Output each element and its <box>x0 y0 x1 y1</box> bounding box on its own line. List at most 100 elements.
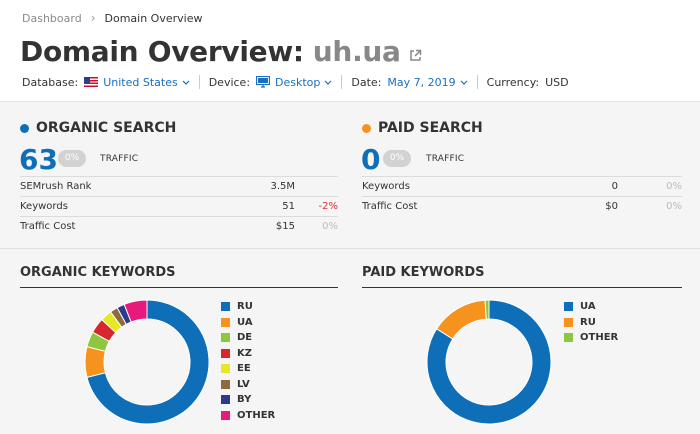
legend-label: UA <box>237 316 253 328</box>
legend-item-lv[interactable]: LV <box>221 377 275 393</box>
date-label: Date: <box>351 75 382 89</box>
breadcrumb: Dashboard › Domain Overview <box>22 11 202 25</box>
legend-swatch <box>564 302 573 312</box>
chevron-right-icon: › <box>90 11 96 25</box>
legend-item-other[interactable]: OTHER <box>564 330 618 346</box>
legend-swatch <box>221 302 230 312</box>
chevron-down-icon <box>460 80 468 85</box>
us-flag-icon <box>84 77 99 87</box>
legend-label: RU <box>580 316 596 328</box>
metric-change: 0% <box>666 201 682 212</box>
legend-item-ru[interactable]: RU <box>564 315 618 331</box>
paid-row-keywords: Keywords 0 0% <box>362 176 682 196</box>
breadcrumb-dashboard-link[interactable]: Dashboard <box>22 11 82 25</box>
metric-value[interactable]: 0 <box>611 181 618 192</box>
legend-swatch <box>221 379 230 389</box>
overview-panel: ORGANIC SEARCH 63 0% TRAFFIC SEMrush Ran… <box>0 101 700 434</box>
legend-label: OTHER <box>580 332 619 344</box>
currency-value: USD <box>545 75 569 89</box>
paid-row-traffic-cost: Traffic Cost $0 0% <box>362 196 682 216</box>
donut-slice-ua[interactable] <box>426 299 552 425</box>
paid-search-title: PAID SEARCH <box>378 120 483 136</box>
donut-slice-other[interactable] <box>123 299 148 323</box>
legend-label: KZ <box>237 347 252 359</box>
metric-change: 0% <box>322 221 338 232</box>
filter-divider <box>476 75 478 89</box>
paid-keywords-title: PAID KEYWORDS <box>362 265 485 280</box>
metric-name: Keywords <box>362 181 410 192</box>
organic-row-traffic-cost: Traffic Cost $15 0% <box>20 216 338 236</box>
legend-label: UA <box>580 301 596 313</box>
donut-slice-ru[interactable] <box>435 299 487 340</box>
organic-keywords-legend: RU UA DE KZ EE LV BY OTHER <box>221 299 275 423</box>
chevron-down-icon <box>182 80 190 85</box>
database-select[interactable]: United States <box>84 76 190 89</box>
section-divider <box>0 248 700 249</box>
paid-traffic-label: TRAFFIC <box>426 154 465 164</box>
chevron-down-icon <box>324 80 332 85</box>
legend-item-other[interactable]: OTHER <box>221 408 275 424</box>
legend-swatch <box>221 348 230 358</box>
legend-item-by[interactable]: BY <box>221 392 275 408</box>
date-select[interactable]: May 7, 2019 <box>387 75 468 89</box>
organic-traffic-label: TRAFFIC <box>100 154 139 164</box>
donut-slice-ru[interactable] <box>86 299 210 425</box>
date-value: May 7, 2019 <box>387 75 456 89</box>
legend-swatch <box>221 410 230 420</box>
legend-swatch <box>221 364 230 374</box>
metric-value[interactable]: 3.5M <box>270 181 295 192</box>
metric-change: -2% <box>318 201 338 212</box>
legend-item-de[interactable]: DE <box>221 330 275 346</box>
currency-label: Currency: <box>486 75 540 89</box>
paid-keywords-donut[interactable] <box>424 297 554 427</box>
legend-item-kz[interactable]: KZ <box>221 346 275 362</box>
device-select[interactable]: Desktop <box>256 76 332 89</box>
metric-name: Traffic Cost <box>362 201 418 212</box>
organic-keywords-rule <box>20 287 338 288</box>
filter-bar: Database: United States Device: Desktop … <box>22 75 569 89</box>
organic-search-title: ORGANIC SEARCH <box>36 120 177 136</box>
organic-traffic-value[interactable]: 63 <box>19 143 58 176</box>
page-title-text: Domain Overview: <box>20 35 304 68</box>
organic-keywords-donut[interactable] <box>82 297 212 427</box>
legend-swatch <box>564 333 573 343</box>
legend-label: LV <box>237 378 250 390</box>
metric-value[interactable]: $15 <box>275 221 295 232</box>
metric-change: 0% <box>666 181 682 192</box>
metric-value[interactable]: 51 <box>282 201 295 212</box>
breadcrumb-current: Domain Overview <box>104 11 203 25</box>
donut-slice-other[interactable] <box>484 299 490 320</box>
paid-search-heading: PAID SEARCH <box>362 120 483 136</box>
paid-dot-icon <box>362 123 371 133</box>
metric-name: Keywords <box>20 201 68 212</box>
legend-label: RU <box>237 301 253 313</box>
paid-keywords-legend: UA RU OTHER <box>564 299 618 346</box>
paid-traffic-value[interactable]: 0 <box>361 143 381 176</box>
donut-slice-ua[interactable] <box>84 345 106 379</box>
monitor-icon <box>256 76 271 88</box>
external-link-icon[interactable] <box>409 36 422 69</box>
paid-traffic-change: 0% <box>383 150 411 167</box>
organic-row-keywords: Keywords 51 -2% <box>20 196 338 216</box>
legend-swatch <box>564 317 573 327</box>
legend-label: OTHER <box>237 409 276 421</box>
legend-item-ru[interactable]: RU <box>221 299 275 315</box>
organic-search-heading: ORGANIC SEARCH <box>20 120 176 136</box>
organic-dot-icon <box>20 123 29 133</box>
metric-name: Traffic Cost <box>20 221 76 232</box>
database-value: United States <box>103 75 178 89</box>
legend-item-ua[interactable]: UA <box>564 299 618 315</box>
legend-label: BY <box>237 394 252 406</box>
page-title: Domain Overview: uh.ua <box>20 34 422 69</box>
device-label: Device: <box>208 75 251 89</box>
domain-link[interactable]: uh.ua <box>312 35 401 68</box>
metric-value[interactable]: $0 <box>605 201 618 212</box>
legend-swatch <box>221 317 230 327</box>
legend-item-ee[interactable]: EE <box>221 361 275 377</box>
device-value: Desktop <box>275 75 321 89</box>
legend-swatch <box>221 395 230 405</box>
organic-row-semrush-rank: SEMrush Rank 3.5M <box>20 176 338 196</box>
organic-traffic-change: 0% <box>58 150 86 167</box>
legend-label: EE <box>237 363 251 375</box>
legend-item-ua[interactable]: UA <box>221 315 275 331</box>
